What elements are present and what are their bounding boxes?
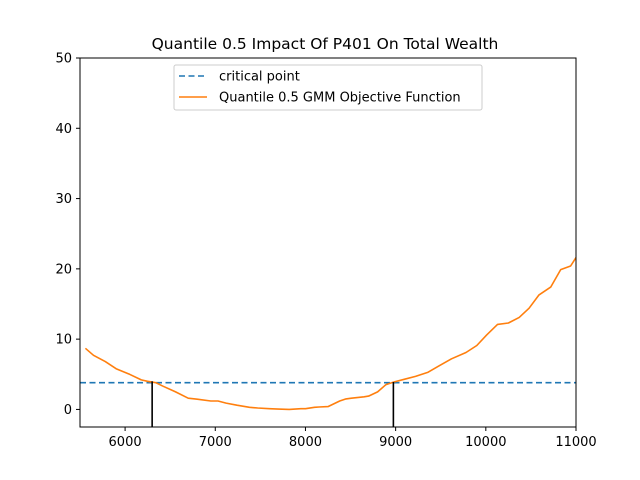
x-tick-label: 8000	[289, 435, 322, 450]
y-tick-label: 10	[55, 333, 72, 348]
legend-box	[173, 64, 483, 111]
y-tick-label: 20	[55, 262, 72, 277]
x-tick-label: 10000	[465, 435, 506, 450]
x-tick-label: 7000	[199, 435, 232, 450]
legend: critical point Quantile 0.5 GMM Objective…	[173, 64, 483, 111]
y-tick-label: 0	[64, 403, 72, 418]
legend-label-objective: Quantile 0.5 GMM Objective Function	[219, 91, 461, 106]
x-tick-label: 9000	[379, 435, 412, 450]
y-tick-label: 30	[55, 192, 72, 207]
axes-frame	[79, 57, 577, 428]
legend-label-critical-point: critical point	[219, 70, 300, 85]
y-tick-label: 40	[55, 122, 72, 137]
plot-clip-group	[80, 257, 576, 427]
chart-title: Quantile 0.5 Impact Of P401 On Total Wea…	[152, 35, 499, 53]
axes: 6000 7000 8000 9000 10000 11000 0 10 20 30 40 50	[55, 52, 596, 451]
x-tick-label: 6000	[109, 435, 142, 450]
plot-area	[80, 257, 576, 427]
y-tick-label: 50	[55, 52, 72, 67]
x-tick-label: 11000	[555, 435, 596, 450]
series-line-0	[84, 257, 576, 411]
